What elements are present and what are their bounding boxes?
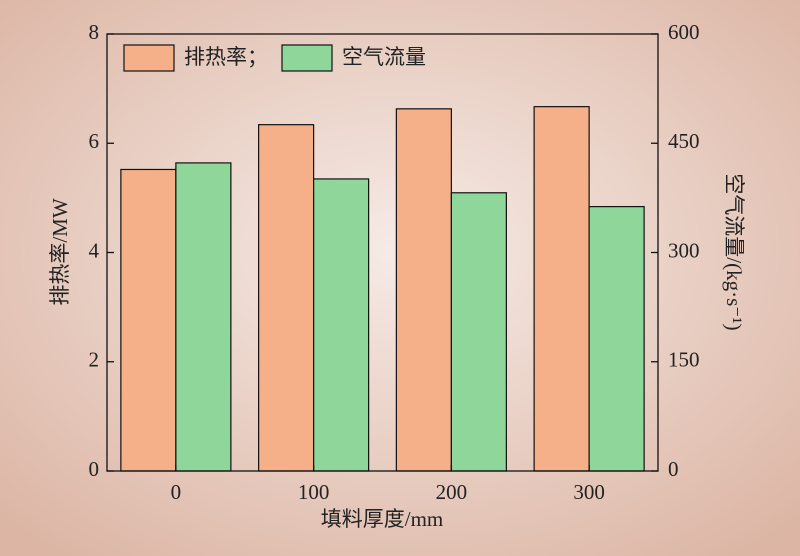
y-tick-label: 6	[89, 129, 100, 153]
x-tick-label: 200	[436, 480, 468, 504]
x-tick-label: 0	[171, 480, 182, 504]
x-axis-label: 填料厚度/mm	[321, 507, 444, 531]
bar	[533, 106, 590, 472]
x-tick-label: 100	[298, 480, 330, 504]
y-tick-label: 4	[89, 238, 100, 262]
y-axis-label: 排热率/MW	[48, 198, 72, 306]
y-tick-label: 2	[89, 348, 100, 372]
y2-tick-label: 450	[668, 129, 700, 153]
bar	[450, 192, 507, 472]
y2-tick-label: 0	[668, 457, 679, 481]
legend-label: 空气流量	[342, 45, 426, 69]
x-tick-label: 300	[573, 480, 605, 504]
bar	[313, 178, 370, 472]
y2-tick-label: 300	[668, 238, 700, 262]
bar	[120, 168, 177, 472]
y-tick-label: 0	[89, 457, 100, 481]
bar	[588, 206, 645, 472]
y2-tick-label: 150	[668, 348, 700, 372]
y-tick-label: 8	[89, 20, 100, 44]
bar	[258, 124, 315, 472]
bar	[175, 162, 232, 472]
legend-label: 排热率；	[184, 45, 268, 69]
legend-swatch	[123, 44, 175, 72]
bar	[395, 108, 452, 472]
y2-axis-label: 空气流量/(kg·s⁻¹)	[722, 173, 746, 330]
legend-swatch	[281, 44, 333, 72]
y2-tick-label: 600	[668, 20, 700, 44]
